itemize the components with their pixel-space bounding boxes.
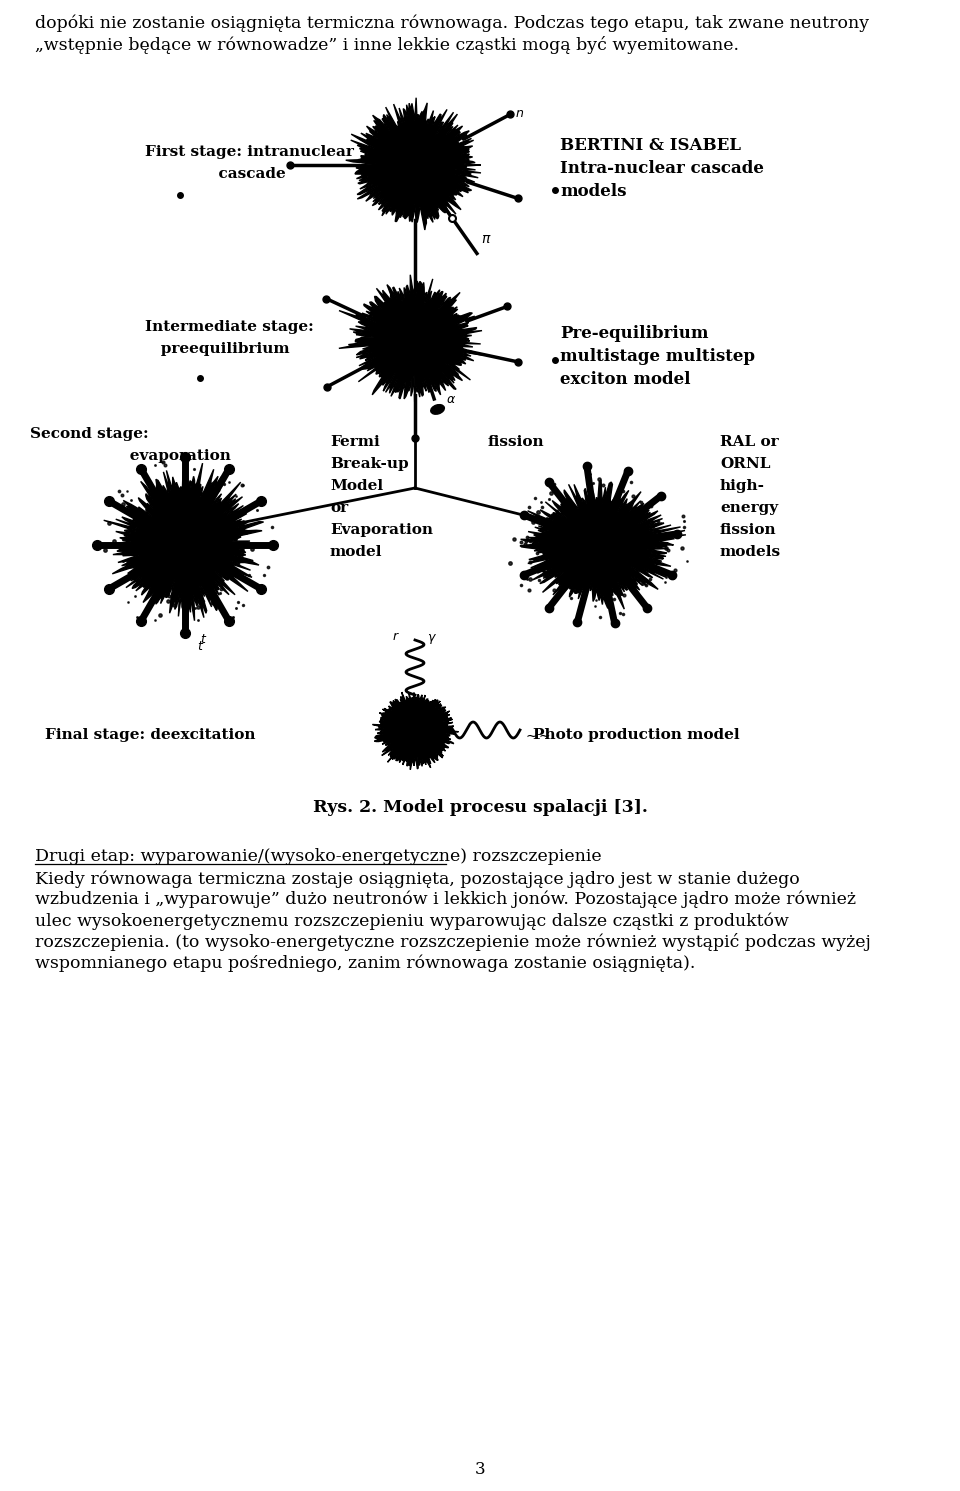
- Text: cascade: cascade: [145, 167, 286, 180]
- Text: Intra-nuclear cascade: Intra-nuclear cascade: [560, 160, 764, 177]
- Text: t: t: [198, 640, 203, 653]
- Text: fission: fission: [720, 523, 777, 537]
- Text: First stage: intranuclear: First stage: intranuclear: [145, 145, 354, 160]
- Text: multistage multistep: multistage multistep: [560, 347, 755, 365]
- Text: n: n: [516, 107, 523, 121]
- Text: models: models: [720, 546, 781, 559]
- Text: Drugi etap: wyparowanie/(wysoko-energetyczne) rozszczepienie: Drugi etap: wyparowanie/(wysoko-energety…: [35, 848, 602, 865]
- Text: r: r: [393, 631, 398, 643]
- Text: Final stage: deexcitation: Final stage: deexcitation: [45, 728, 255, 743]
- Text: „wstępnie będące w równowadze” i inne lekkie cząstki mogą być wyemitowane.: „wstępnie będące w równowadze” i inne le…: [35, 36, 739, 54]
- Text: preequilibrium: preequilibrium: [145, 341, 290, 356]
- Polygon shape: [104, 464, 264, 620]
- Text: Rys. 2. Model procesu spalacji [3].: Rys. 2. Model procesu spalacji [3].: [313, 799, 647, 817]
- Text: or: or: [330, 501, 348, 514]
- Text: BERTINI & ISABEL: BERTINI & ISABEL: [560, 137, 741, 154]
- Text: dopóki nie zostanie osiągnięta termiczna równowaga. Podczas tego etapu, tak zwan: dopóki nie zostanie osiągnięta termiczna…: [35, 15, 869, 33]
- Text: wzbudzenia i „wyparowuje” dużo neutronów i lekkich jonów. Pozostające jądro może: wzbudzenia i „wyparowuje” dużo neutronów…: [35, 892, 856, 908]
- Text: models: models: [560, 183, 627, 200]
- Text: RAL or: RAL or: [720, 435, 779, 449]
- Text: ulec wysokoenergetycznemu rozszczepieniu wyparowując dalsze cząstki z produktów: ulec wysokoenergetycznemu rozszczepieniu…: [35, 912, 789, 929]
- Text: Pre-equilibrium: Pre-equilibrium: [560, 325, 708, 341]
- Text: high-: high-: [720, 479, 765, 494]
- Text: Evaporation: Evaporation: [330, 523, 433, 537]
- Text: t: t: [201, 634, 205, 646]
- Polygon shape: [339, 274, 483, 403]
- Text: Intermediate stage:: Intermediate stage:: [145, 321, 314, 334]
- Text: Model: Model: [330, 479, 383, 494]
- Text: Photo production model: Photo production model: [533, 728, 739, 743]
- Text: energy: energy: [720, 501, 779, 514]
- Text: Second stage:: Second stage:: [30, 426, 149, 441]
- Text: model: model: [330, 546, 382, 559]
- Text: exciton model: exciton model: [560, 371, 690, 388]
- Text: wspomnianego etapu pośredniego, zanim równowaga zostanie osiągnięta).: wspomnianego etapu pośredniego, zanim ró…: [35, 954, 695, 972]
- Text: $\pi$: $\pi$: [481, 233, 492, 246]
- Text: rozszczepienia. (to wysoko-energetyczne rozszczepienie może również wystąpić pod: rozszczepienia. (to wysoko-energetyczne …: [35, 933, 871, 951]
- Text: $\alpha$: $\alpha$: [445, 394, 456, 407]
- Polygon shape: [520, 480, 686, 610]
- Text: $\sim\!\!\sim$: $\sim\!\!\sim$: [523, 728, 550, 743]
- Text: fission: fission: [488, 435, 544, 449]
- Polygon shape: [346, 98, 481, 230]
- Text: Fermi: Fermi: [330, 435, 380, 449]
- Text: Kiedy równowaga termiczna zostaje osiągnięta, pozostające jądro jest w stanie du: Kiedy równowaga termiczna zostaje osiągn…: [35, 871, 800, 887]
- Text: Break-up: Break-up: [330, 458, 409, 471]
- Ellipse shape: [431, 404, 444, 414]
- Text: evaporation: evaporation: [30, 449, 230, 464]
- Text: 3: 3: [474, 1461, 486, 1479]
- Polygon shape: [372, 692, 459, 769]
- Text: $\gamma$: $\gamma$: [427, 632, 437, 646]
- Text: ORNL: ORNL: [720, 458, 771, 471]
